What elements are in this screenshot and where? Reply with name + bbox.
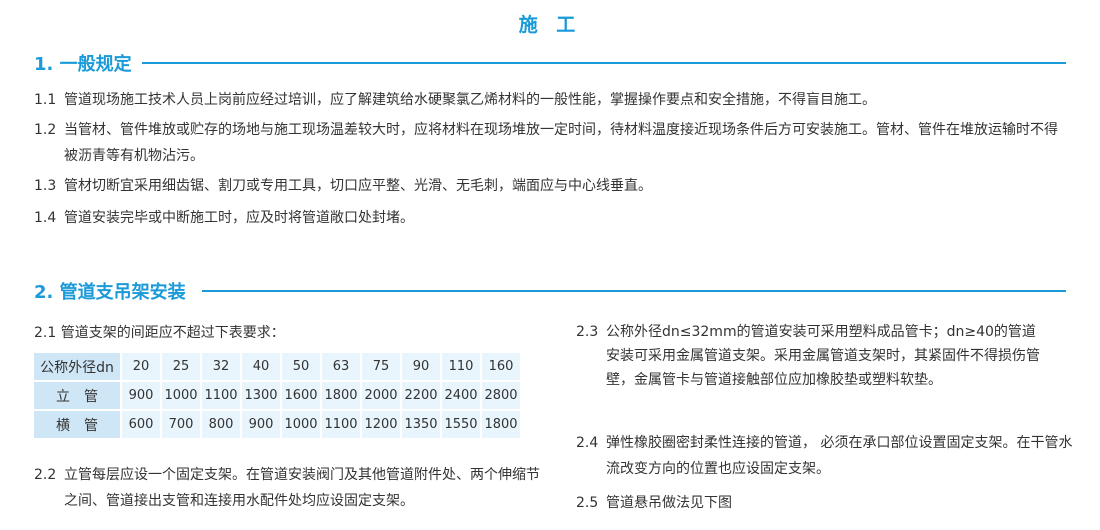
divider bbox=[201, 290, 1066, 292]
item-number: 2.3 bbox=[576, 324, 599, 340]
item-2-3: 2.3 公称外径dn≤32mm的管道安装可采用塑料成品管卡；dn≥40的管道安装可… bbox=[576, 320, 1076, 392]
table-cell: 1100 bbox=[322, 411, 360, 438]
item-number: 2.5 bbox=[576, 495, 599, 511]
table-cell: 1000 bbox=[282, 411, 320, 438]
table-cell: 800 bbox=[202, 411, 240, 438]
section-1-heading: 1. 一般规定 bbox=[34, 50, 1066, 76]
row-header: 立 管 bbox=[34, 382, 120, 409]
table-cell: 90 bbox=[402, 353, 440, 380]
item-2-2: 2.2 立管每层应设一个固定支架。在管道安装阀门及其他管道附件处、两个伸缩节之间、… bbox=[34, 462, 544, 514]
item-2-4: 2.4 弹性橡胶圈密封柔性连接的管道， 必须在承口部位设置固定支架。在干管水流改变… bbox=[576, 430, 1076, 482]
section-1-list: 1.1 管道现场施工技术人员上岗前应经过培训，应了解建筑给水硬聚氯乙烯材料的一般性… bbox=[34, 87, 1064, 231]
item-number: 1.1 bbox=[34, 92, 57, 108]
table-cell: 160 bbox=[482, 353, 520, 380]
table-cell: 110 bbox=[442, 353, 480, 380]
table-cell: 1800 bbox=[322, 382, 360, 409]
item-text: 弹性橡胶圈密封柔性连接的管道， 必须在承口部位设置固定支架。在干管水流改变方向的… bbox=[606, 435, 1073, 477]
item-number: 2.4 bbox=[576, 435, 599, 451]
table-cell: 2200 bbox=[402, 382, 440, 409]
section-2-heading: 2. 管道支吊架安装 bbox=[34, 278, 1066, 304]
support-spacing-table: 公称外径dn 20 25 32 40 50 63 75 90 110 160 立 管 900 1000 11… bbox=[32, 351, 522, 440]
table-cell: 1550 bbox=[442, 411, 480, 438]
item-text: 当管材、管件堆放或贮存的场地与施工现场温差较大时，应将材料在现场堆放一定时间，待… bbox=[64, 122, 1058, 164]
table-cell: 700 bbox=[162, 411, 200, 438]
list-item: 1.2 当管材、管件堆放或贮存的场地与施工现场温差较大时，应将材料在现场堆放一定时… bbox=[34, 117, 1064, 169]
list-item: 1.3 管材切断宜采用细齿锯、割刀或专用工具，切口应平整、光滑、无毛刺，端面应与中… bbox=[34, 173, 1064, 199]
table-cell: 2000 bbox=[362, 382, 400, 409]
item-number: 1.3 bbox=[34, 178, 57, 194]
item-text: 管道安装完毕或中断施工时，应及时将管道敞口处封堵。 bbox=[64, 210, 414, 226]
list-item: 1.1 管道现场施工技术人员上岗前应经过培训，应了解建筑给水硬聚氯乙烯材料的一般性… bbox=[34, 87, 1064, 113]
row-header: 横 管 bbox=[34, 411, 120, 438]
table-cell: 1350 bbox=[402, 411, 440, 438]
table-cell: 63 bbox=[322, 353, 360, 380]
table-cell: 40 bbox=[242, 353, 280, 380]
item-text: 公称外径dn≤32mm的管道安装可采用塑料成品管卡；dn≥40的管道安装可采用金… bbox=[606, 324, 1040, 388]
item-number: 1.4 bbox=[34, 210, 57, 226]
table-cell: 1000 bbox=[162, 382, 200, 409]
item-2-5: 2.5 管道悬吊做法见下图 bbox=[576, 490, 1076, 516]
table-cell: 900 bbox=[242, 411, 280, 438]
table-cell: 1300 bbox=[242, 382, 280, 409]
table-row: 公称外径dn 20 25 32 40 50 63 75 90 110 160 bbox=[34, 353, 520, 380]
row-header: 公称外径dn bbox=[34, 353, 120, 380]
item-text: 管道现场施工技术人员上岗前应经过培训，应了解建筑给水硬聚氯乙烯材料的一般性能，掌… bbox=[64, 92, 876, 108]
table-cell: 2800 bbox=[482, 382, 520, 409]
page-title: 施 工 bbox=[518, 14, 582, 36]
table-row: 横 管 600 700 800 900 1000 1100 1200 1350 1550 1800 bbox=[34, 411, 520, 438]
table-cell: 600 bbox=[122, 411, 160, 438]
table-cell: 2400 bbox=[442, 382, 480, 409]
divider bbox=[141, 62, 1066, 64]
heading-text: 2. 管道支吊架安装 bbox=[34, 282, 186, 303]
item-text: 立管每层应设一个固定支架。在管道安装阀门及其他管道附件处、两个伸缩节之间、管道接… bbox=[64, 467, 540, 509]
item-2-1: 2.1 管道支架的间距应不超过下表要求： bbox=[34, 325, 285, 341]
table-cell: 25 bbox=[162, 353, 200, 380]
table-cell: 1600 bbox=[282, 382, 320, 409]
table-cell: 32 bbox=[202, 353, 240, 380]
item-text: 管材切断宜采用细齿锯、割刀或专用工具，切口应平整、光滑、无毛刺，端面应与中心线垂… bbox=[64, 178, 652, 194]
table-cell: 50 bbox=[282, 353, 320, 380]
table-cell: 900 bbox=[122, 382, 160, 409]
item-number: 1.2 bbox=[34, 122, 57, 138]
list-item: 1.4 管道安装完毕或中断施工时，应及时将管道敞口处封堵。 bbox=[34, 205, 1064, 231]
table-row: 立 管 900 1000 1100 1300 1600 1800 2000 2200 2400 28… bbox=[34, 382, 520, 409]
table-cell: 20 bbox=[122, 353, 160, 380]
table-cell: 1100 bbox=[202, 382, 240, 409]
item-text: 管道悬吊做法见下图 bbox=[606, 495, 732, 511]
table-cell: 75 bbox=[362, 353, 400, 380]
item-number: 2.2 bbox=[34, 467, 57, 483]
table-cell: 1800 bbox=[482, 411, 520, 438]
heading-text: 1. 一般规定 bbox=[34, 54, 132, 75]
table-cell: 1200 bbox=[362, 411, 400, 438]
